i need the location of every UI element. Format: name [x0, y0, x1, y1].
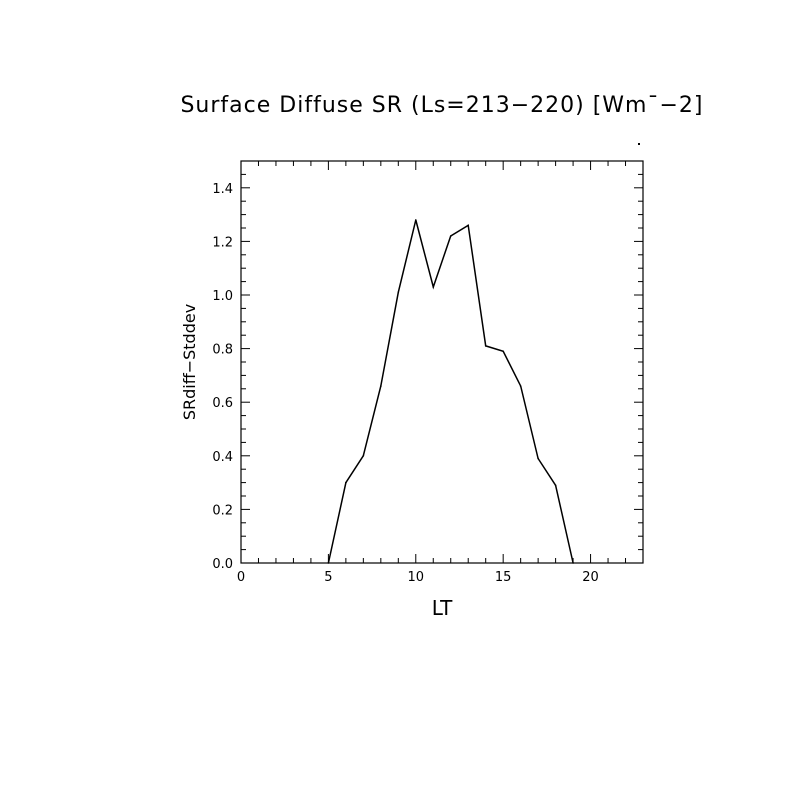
data-point: [397, 291, 400, 294]
data-point: [484, 345, 487, 347]
y-axis-ticks: 0.0 0.2 0.4 0.6 0.8 1.0 1.2 1.4: [212, 160, 643, 572]
data-point: [362, 455, 365, 457]
data-point: [502, 350, 504, 353]
data-point: [414, 219, 417, 221]
y-tick-label: 0.8: [212, 343, 233, 358]
corner-mark: [638, 143, 640, 145]
y-axis-label: SRdiff−Stddev: [180, 304, 199, 420]
data-point: [432, 286, 435, 288]
data-point: [327, 562, 330, 564]
x-axis-ticks: 0 5 10 15 20: [237, 161, 644, 585]
y-tick-label: 0.6: [212, 396, 233, 411]
y-tick-label: 0.4: [212, 450, 233, 465]
plot-area: 0.0 0.2 0.4 0.6 0.8 1.0 1.2 1.4 0 5 10 15 20: [212, 160, 644, 585]
plot-frame: [240, 160, 644, 564]
series-group: [327, 219, 574, 564]
data-point: [345, 481, 347, 484]
y-tick-label: 1.4: [212, 182, 233, 197]
x-tick-label: 20: [582, 570, 599, 585]
data-point: [537, 457, 539, 460]
y-tick-label: 1.0: [212, 289, 233, 304]
x-tick-label: 15: [495, 570, 512, 585]
y-tick-label: 0.0: [212, 557, 233, 572]
data-point: [519, 385, 522, 387]
series-line: [327, 219, 574, 564]
y-tick-label: 1.2: [212, 235, 233, 250]
y-tick-label: 0.2: [212, 503, 233, 518]
data-point: [572, 562, 574, 564]
x-tick-label: 5: [324, 570, 332, 585]
data-point: [449, 235, 452, 237]
x-tick-label: 10: [408, 570, 425, 585]
data-point: [554, 484, 557, 487]
data-point: [467, 224, 470, 227]
x-axis-label: LT: [432, 596, 453, 620]
chart-title: Surface Diffuse SR (Ls=213−220) [Wm¯−2]: [180, 93, 703, 118]
data-point: [380, 385, 382, 387]
x-tick-label: 0: [237, 570, 245, 585]
